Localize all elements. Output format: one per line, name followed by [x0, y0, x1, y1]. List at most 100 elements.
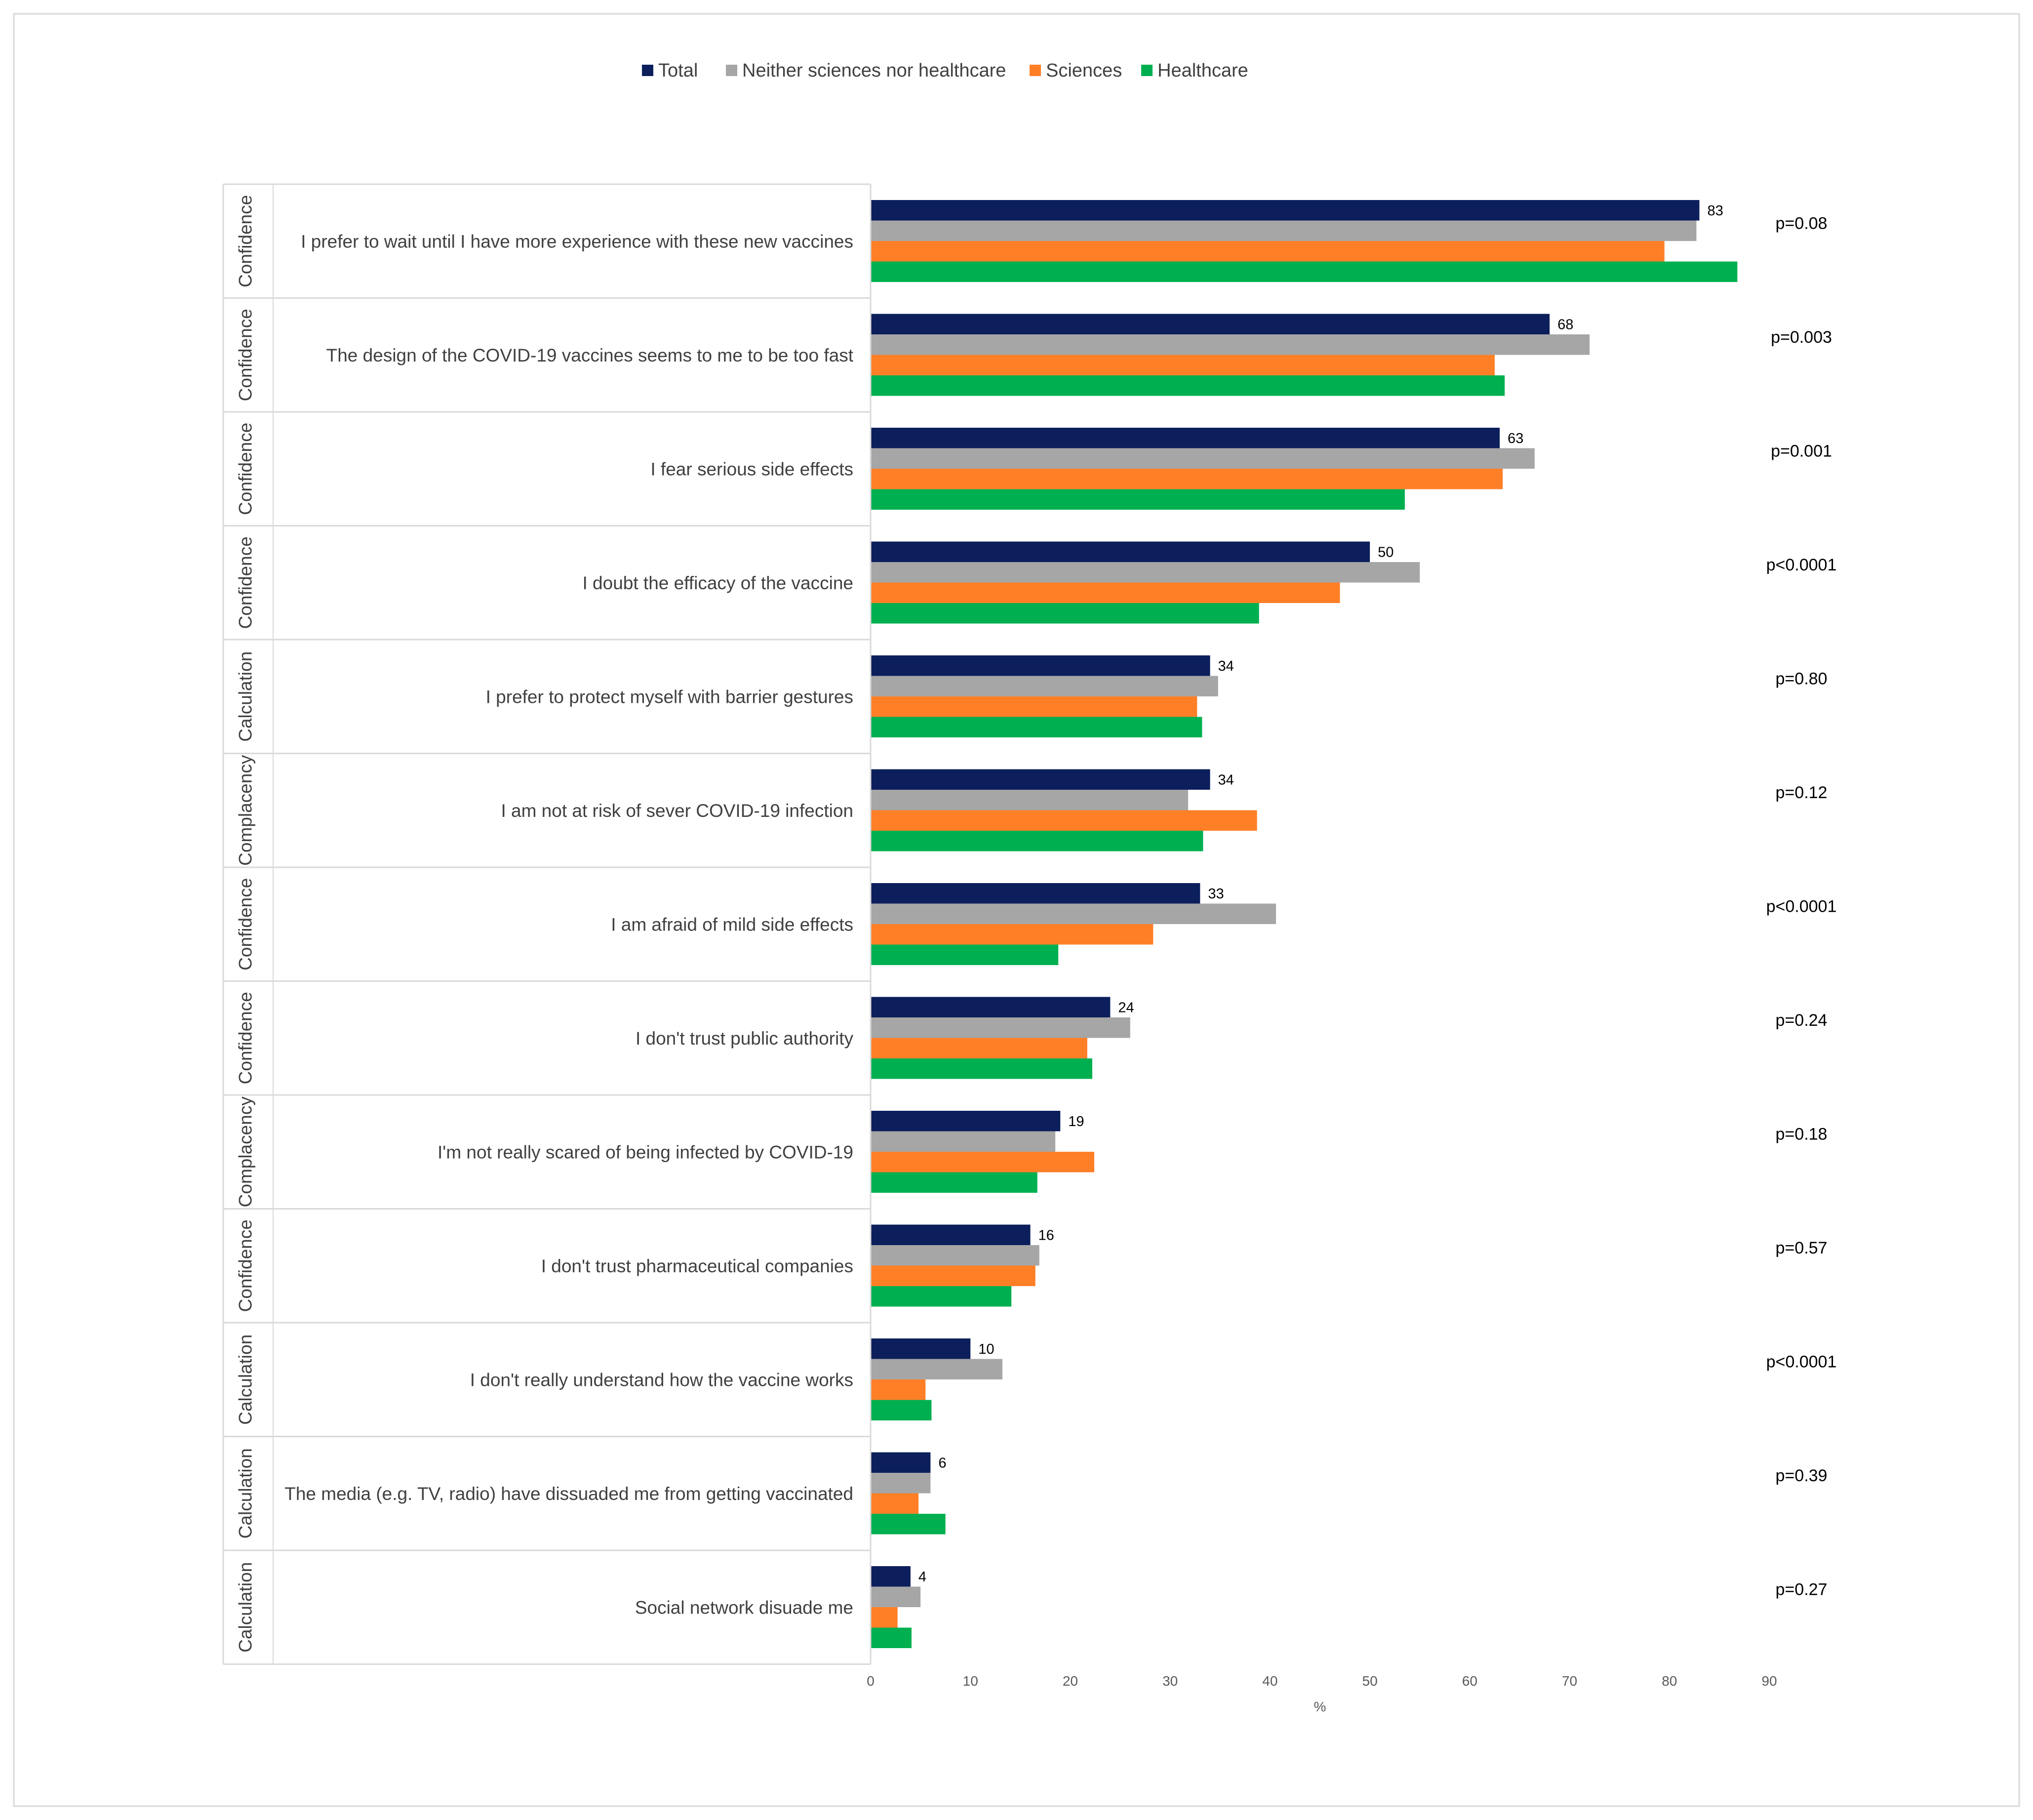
group-label: Confidence: [236, 992, 256, 1084]
bar: [871, 1400, 932, 1420]
p-value-label: p=0.18: [1776, 1125, 1828, 1143]
p-value-label: p<0.0001: [1766, 897, 1837, 916]
p-value-label: p=0.39: [1776, 1466, 1828, 1485]
bar: [871, 1566, 911, 1587]
legend-label: Total: [658, 60, 698, 81]
bar: [871, 924, 1154, 945]
p-value-label: p=0.003: [1771, 328, 1832, 347]
bar: [871, 790, 1189, 810]
x-tick-label: 90: [1761, 1673, 1777, 1689]
data-label: 68: [1557, 317, 1573, 332]
group-label: Confidence: [236, 195, 256, 287]
group-label: Confidence: [236, 309, 256, 401]
p-value-label: p=0.24: [1776, 1011, 1828, 1030]
bar: [871, 1131, 1056, 1152]
x-tick-label: 50: [1362, 1673, 1378, 1689]
bar: [871, 810, 1257, 831]
bar: [871, 1359, 1002, 1379]
bar: [871, 1111, 1061, 1132]
plot-area: I prefer to wait until I have more exper…: [222, 183, 1837, 1714]
bar: [871, 1058, 1092, 1079]
bar: [871, 1473, 931, 1494]
category-label: The media (e.g. TV, radio) have dissuade…: [284, 1484, 853, 1504]
category-label: I'm not really scared of being infected …: [438, 1142, 853, 1162]
bar: [871, 469, 1503, 489]
bar: [871, 717, 1202, 737]
bar: [871, 200, 1700, 221]
category-label: The design of the COVID-19 vaccines seem…: [326, 345, 854, 365]
bar: [871, 448, 1535, 469]
legend-swatch: [1141, 65, 1153, 76]
category-label: I fear serious side effects: [650, 459, 853, 479]
data-label: 16: [1038, 1227, 1054, 1243]
group-label: Confidence: [236, 878, 256, 971]
bar: [871, 489, 1405, 510]
x-tick-label: 60: [1462, 1673, 1477, 1689]
bar: [871, 1338, 971, 1359]
legend-swatch: [642, 65, 653, 76]
bar: [871, 655, 1210, 676]
p-value-label: p<0.0001: [1766, 556, 1837, 574]
p-value-label: p=0.12: [1776, 783, 1828, 802]
bar: [871, 1286, 1012, 1307]
legend-swatch: [1030, 65, 1041, 76]
bar: [871, 1017, 1130, 1038]
bar: [871, 241, 1665, 262]
bar: [871, 1152, 1094, 1173]
x-tick-label: 70: [1562, 1673, 1577, 1689]
bar: [871, 334, 1590, 355]
p-value-label: p=0.27: [1776, 1580, 1828, 1599]
category-label: I am afraid of mild side effects: [611, 914, 853, 934]
x-tick-label: 30: [1162, 1673, 1178, 1689]
category-label: I don't really understand how the vaccin…: [470, 1370, 853, 1390]
legend-swatch: [726, 65, 737, 76]
bar: [871, 562, 1420, 583]
group-label: Calculation: [236, 1335, 256, 1425]
x-axis-title: %: [1314, 1699, 1326, 1714]
legend-label: Neither sciences nor healthcare: [742, 60, 1006, 81]
p-value-label: p=0.80: [1776, 669, 1828, 688]
group-label: Calculation: [236, 1562, 256, 1653]
bar: [871, 1038, 1087, 1058]
group-label: Complacency: [236, 755, 256, 866]
category-label: Social network disuade me: [635, 1597, 853, 1618]
group-label: Complacency: [236, 1096, 256, 1208]
bar: [871, 261, 1738, 282]
category-label: I doubt the efficacy of the vaccine: [583, 573, 854, 593]
p-value-label: p=0.001: [1771, 442, 1832, 460]
bar: [871, 676, 1218, 696]
data-label: 19: [1068, 1114, 1084, 1130]
legend: Total Neither sciences nor healthcare Scie…: [642, 60, 1248, 81]
bar: [871, 769, 1210, 790]
bar: [871, 831, 1203, 851]
bar: [871, 428, 1500, 448]
group-label: Confidence: [236, 423, 256, 515]
data-label: 50: [1378, 544, 1394, 560]
bar: [871, 375, 1505, 396]
p-value-label: p<0.0001: [1766, 1352, 1837, 1371]
bar: [871, 220, 1697, 241]
bar: [871, 1265, 1036, 1286]
data-label: 83: [1707, 203, 1723, 219]
bar: [871, 883, 1200, 904]
category-label: I am not at risk of sever COVID-19 infec…: [501, 801, 853, 821]
bar: [871, 1607, 898, 1628]
bar: [871, 944, 1059, 965]
bar: [871, 1172, 1037, 1193]
x-tick-label: 40: [1262, 1673, 1277, 1689]
category-label: I don't trust pharmaceutical companies: [541, 1256, 853, 1276]
group-label: Confidence: [236, 1219, 256, 1312]
group-label: Calculation: [236, 1448, 256, 1538]
data-label: 33: [1208, 886, 1224, 902]
bar: [871, 314, 1550, 334]
bar: [871, 1379, 926, 1400]
bar: [871, 1452, 931, 1473]
category-label: I prefer to protect myself with barrier …: [486, 687, 853, 707]
data-label: 24: [1118, 1000, 1134, 1015]
bar: [871, 603, 1259, 624]
bar: [871, 1514, 946, 1535]
x-tick-label: 10: [963, 1673, 978, 1689]
group-label: Confidence: [236, 536, 256, 629]
data-label: 34: [1218, 658, 1234, 674]
